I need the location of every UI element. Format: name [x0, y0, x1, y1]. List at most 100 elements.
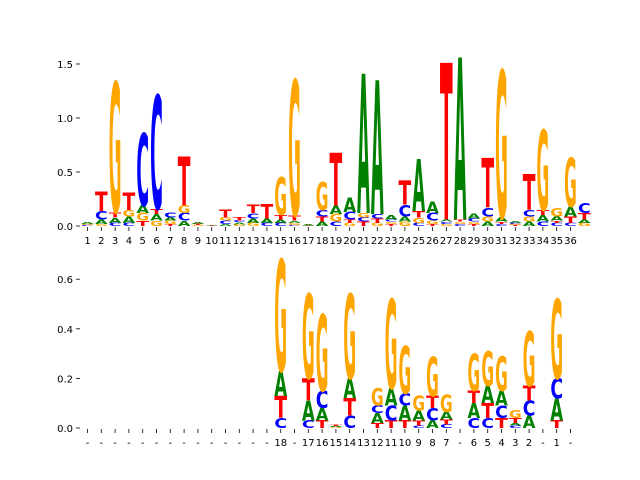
logo-letter-G: G — [481, 343, 494, 398]
x-tick-label: 27 — [440, 236, 453, 247]
logo-letter-glyph: C — [123, 222, 136, 227]
logo-letter-glyph: C — [426, 406, 439, 426]
logo-letter-T: T — [440, 19, 453, 270]
logo-letter-glyph: G — [468, 343, 481, 403]
x-axis: - - - - - - - - - - - - - -18-17 16 15 14 13 12 11 10 9 8 7-6 5 4… — [86, 429, 573, 449]
logo-letter-glyph: G — [495, 348, 508, 403]
logo-letter-glyph: C — [95, 209, 108, 223]
logo-letter-C: C — [495, 223, 508, 227]
x-tick-label: 1 — [84, 236, 90, 247]
logo-letter-glyph: T — [288, 214, 301, 222]
logo-letter-T: T — [399, 418, 413, 430]
logo-letter-glyph: C — [302, 419, 315, 430]
logo-letter-C: C — [261, 222, 274, 227]
x-tick-label: 8 — [181, 236, 187, 247]
logo-letter-C: C — [523, 209, 536, 219]
logo-letter-glyph: G — [219, 216, 232, 221]
logo-letter-glyph: T — [302, 225, 315, 226]
logo-letter-glyph: G — [509, 410, 522, 422]
logo-letter-glyph: G — [412, 393, 425, 417]
logo-letter-glyph: A — [550, 215, 563, 222]
logo-letter-glyph: G — [371, 383, 384, 411]
logo-letter-glyph: T — [550, 220, 564, 223]
logo-letter-glyph: A — [440, 219, 454, 223]
logo-letter-C: C — [288, 225, 301, 227]
logo-letter-glyph: A — [399, 403, 412, 426]
x-tick-label: 6 — [471, 438, 477, 449]
logo-letter-glyph: G — [109, 47, 122, 254]
logo-letter-G: G — [509, 410, 522, 422]
logo-letter-C: C — [316, 386, 329, 413]
logo-letter-glyph: C — [509, 223, 522, 225]
logo-letter-glyph: A — [330, 425, 343, 427]
y-axis: 0.0 0.2 0.4 0.6 — [57, 275, 80, 435]
logo-letter-A: A — [164, 217, 178, 222]
x-tick-label: 33 — [523, 236, 536, 247]
y-tick-label: 1.5 — [57, 60, 73, 71]
logo-letter-glyph: C — [509, 425, 522, 429]
logo-letter-glyph: C — [564, 222, 577, 227]
logo-letter-glyph: G — [233, 224, 246, 227]
x-tick-label: - — [293, 438, 297, 449]
logo-letter-glyph: G — [481, 343, 494, 398]
logo-letter-glyph: A — [468, 400, 481, 423]
logo-letter-glyph: C — [550, 374, 563, 405]
logo-letter-T: T — [302, 225, 315, 226]
logo-letter-T: T — [233, 217, 247, 222]
logo-letter-glyph: T — [371, 422, 384, 430]
x-tick-label: 23 — [385, 236, 398, 247]
logo-letter-glyph: C — [495, 403, 508, 423]
logo-letter-C: C — [302, 419, 315, 430]
logo-letter-A: A — [468, 211, 481, 220]
logo-letter-G: G — [495, 30, 508, 265]
logo-letter-glyph: G — [316, 174, 329, 219]
logo-letter-glyph: A — [412, 408, 425, 424]
logo-letter-T: T — [537, 209, 550, 217]
logo-letter-C: C — [357, 217, 370, 224]
logo-letter-glyph: A — [261, 217, 274, 224]
logo-letter-glyph: A — [219, 223, 233, 227]
logo-letter-A: A — [550, 392, 563, 428]
logo-letter-glyph: G — [385, 221, 398, 224]
logo-letter-glyph: A — [247, 217, 260, 224]
logo-column: GTA — [192, 222, 205, 227]
x-tick-label: 6 — [153, 236, 159, 247]
logo-letter-C: C — [481, 416, 494, 432]
logo-letter-glyph: A — [385, 214, 398, 221]
logo-letter-glyph: A — [302, 224, 315, 226]
logo-letter-C: C — [385, 402, 398, 426]
x-tick-label: 2 — [98, 236, 104, 247]
logo-letter-G: G — [468, 221, 481, 224]
logo-letter-glyph: C — [454, 223, 467, 227]
logo-letter-A: A — [426, 198, 439, 217]
logo-letter-C: C — [564, 222, 577, 227]
logo-letter-C: C — [537, 221, 550, 228]
x-tick-label: - — [127, 438, 131, 449]
logo-letter-A: A — [371, 44, 384, 258]
logo-letter-glyph: T — [412, 209, 425, 219]
logo-letter-glyph: G — [288, 222, 301, 225]
logo-letter-glyph: A — [495, 388, 508, 411]
logo-letter-T: T — [385, 418, 399, 430]
logo-letter-glyph: C — [495, 223, 508, 227]
x-tick-label: - — [86, 438, 90, 449]
logo-letter-glyph: C — [164, 211, 177, 219]
logo-letter-glyph: A — [371, 44, 384, 258]
logo-letter-G: G — [454, 221, 467, 224]
logo-letter-T: T — [426, 224, 440, 227]
x-tick-label: 10 — [205, 236, 218, 247]
logo-letter-T: T — [343, 219, 357, 224]
logo-letter-glyph: C — [523, 397, 536, 421]
logo-letter-glyph: T — [454, 219, 468, 222]
x-tick-label: 10 — [399, 438, 412, 449]
x-tick-label: 14 — [343, 438, 356, 449]
logo-letter-glyph: A — [150, 213, 164, 223]
